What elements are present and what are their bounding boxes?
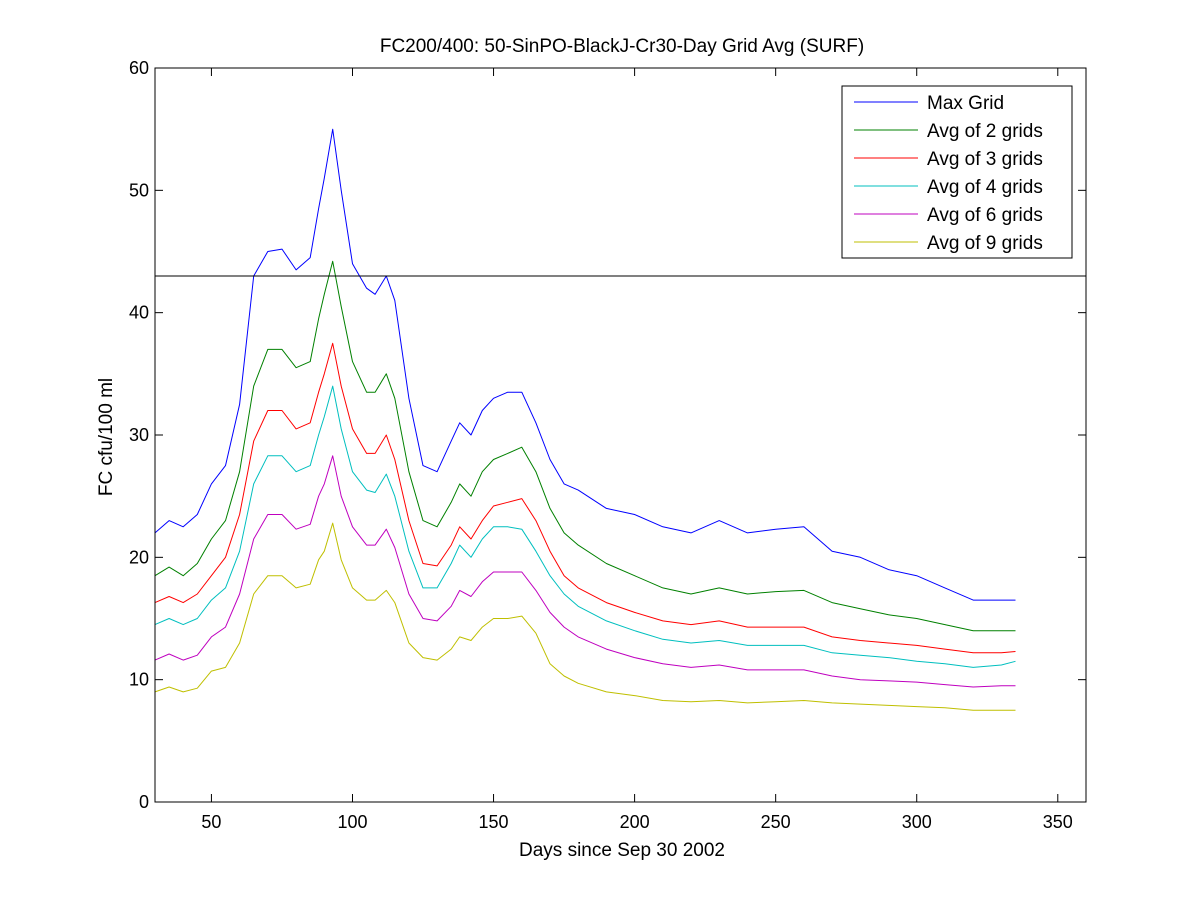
legend-label: Avg of 9 grids: [927, 233, 1043, 254]
y-axis-ticks: 0 10 20 30 40 50 60: [129, 58, 1086, 812]
y-tick-label: 40: [129, 303, 149, 323]
series-line: [154, 128, 1016, 601]
x-tick-label: 200: [620, 812, 650, 832]
legend-label: Max Grid: [927, 93, 1004, 114]
series-line: [154, 260, 1016, 632]
legend-box: [841, 85, 1073, 259]
y-tick-label: 60: [129, 58, 149, 78]
y-tick-label: 20: [129, 547, 149, 567]
y-tick-label: 0: [139, 792, 149, 812]
x-tick-label: 250: [761, 812, 791, 832]
legend-label: Avg of 2 grids: [927, 121, 1043, 142]
x-tick-label: 50: [201, 812, 221, 832]
series-line: [154, 522, 1016, 711]
series-line: [154, 342, 1016, 654]
y-axis-label: FC cfu/100 ml: [96, 378, 117, 496]
y-tick-label: 30: [129, 425, 149, 445]
legend-label: Avg of 6 grids: [927, 205, 1043, 226]
x-tick-label: 100: [337, 812, 367, 832]
legend-label: Avg of 3 grids: [927, 149, 1043, 170]
legend: Max Grid Avg of 2 grids Avg of 3 grids Avg …: [841, 85, 1073, 259]
x-axis-ticks: 50 100 150 200 250 300 350: [201, 68, 1073, 832]
chart-title: FC200/400: 50-SinPO-BlackJ-Cr30-Day Grid…: [380, 36, 864, 57]
legend-label: Avg of 4 grids: [927, 177, 1043, 198]
x-tick-label: 300: [902, 812, 932, 832]
y-tick-label: 10: [129, 670, 149, 690]
series-line: [154, 455, 1016, 688]
series-line: [154, 385, 1016, 668]
x-axis-label: Days since Sep 30 2002: [519, 840, 725, 861]
x-tick-label: 350: [1043, 812, 1073, 832]
y-tick-label: 50: [129, 180, 149, 200]
plot-lines: [154, 128, 1016, 711]
x-tick-label: 150: [479, 812, 509, 832]
